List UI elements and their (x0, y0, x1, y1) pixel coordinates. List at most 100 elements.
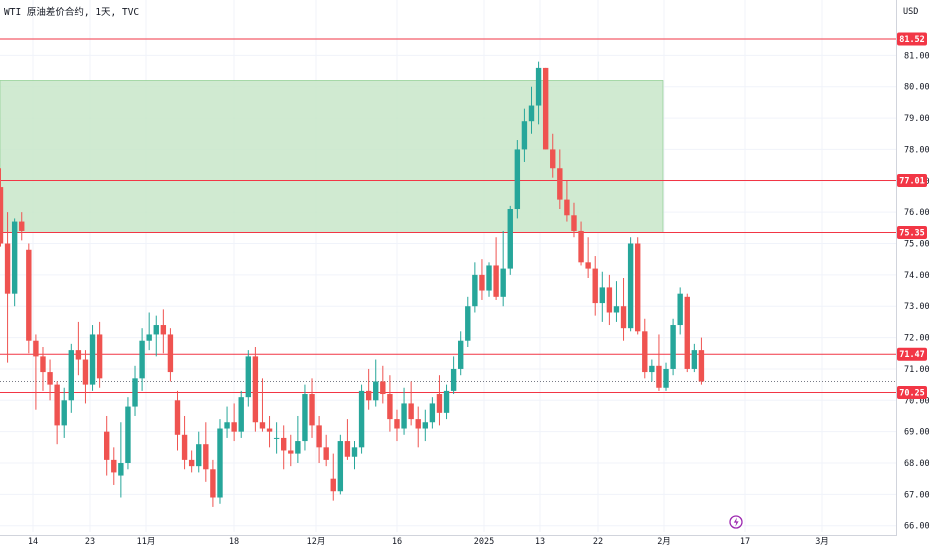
candle-body (288, 450, 294, 454)
candle-body (40, 356, 46, 373)
time-tick-label: 2025 (474, 537, 494, 547)
price-tick-label: 69.00 (904, 428, 930, 438)
candle-body (443, 390, 450, 413)
candle-body (649, 365, 655, 373)
time-tick-label: 14 (28, 537, 38, 547)
currency-label: USD (903, 7, 918, 17)
candle-body (656, 365, 662, 388)
candle-body (486, 265, 492, 291)
price-tick-label: 78.00 (904, 145, 930, 155)
candle-body (47, 372, 53, 385)
candle-body (535, 67, 542, 106)
candle-body (500, 268, 506, 297)
candle-body (578, 230, 584, 263)
price-axis[interactable]: 66.00 67.00 68.00 69.00 70.00 71.00 72.00 73.00… (896, 0, 932, 550)
candle-body (118, 463, 124, 476)
candle-body (196, 444, 202, 467)
candle-body (691, 350, 698, 369)
candle-body (450, 368, 457, 391)
price-level-label: 81.52 (899, 35, 925, 45)
candle-body (11, 221, 18, 294)
candle-body (302, 394, 308, 442)
candle-body (82, 359, 89, 385)
candle-body (238, 397, 244, 432)
demand-zone (0, 80, 664, 233)
lightning-icon[interactable] (729, 515, 743, 529)
candle-body (75, 350, 82, 360)
candle-body (422, 422, 428, 429)
time-axis[interactable]: 142311月1812月16202513222月10173月 (0, 535, 896, 548)
candle-body (259, 422, 266, 429)
candle-body (677, 293, 683, 326)
candle-body (408, 403, 414, 420)
candle-body (139, 340, 145, 379)
candle-body (550, 149, 556, 169)
candle-body (316, 425, 322, 448)
candle-body (429, 403, 436, 423)
price-tick-label: 74.00 (904, 271, 930, 281)
candle-body (132, 378, 138, 407)
candle-body (4, 243, 11, 294)
candle-body (479, 274, 485, 291)
price-tick-label: 80.00 (904, 83, 930, 93)
price-level-label: 71.47 (899, 350, 925, 360)
candle-body (358, 390, 365, 448)
chart-grid (0, 0, 896, 532)
time-tick-label: 2月 (657, 537, 671, 547)
candle-body (231, 422, 237, 432)
candle-body (620, 306, 627, 329)
candle-body (344, 441, 351, 457)
candle-body (337, 441, 344, 492)
time-tick-label: 17 (740, 537, 750, 547)
candle-body (351, 447, 358, 457)
candle-body (592, 268, 598, 304)
candle-body (203, 444, 209, 470)
price-tick-label: 72.00 (904, 334, 930, 344)
price-tick-label: 76.00 (904, 208, 930, 218)
price-tick-label: 67.00 (904, 490, 930, 500)
candle-body (585, 262, 591, 269)
time-tick-label: 23 (85, 537, 95, 547)
candle-body (521, 121, 528, 150)
candle-body (493, 265, 499, 297)
candle-body (373, 381, 379, 401)
candle-body (606, 287, 613, 313)
candle-body (245, 356, 251, 398)
candle-body (436, 394, 443, 413)
price-level-badge (897, 226, 927, 240)
candle-body (528, 105, 535, 122)
candle-body (514, 149, 521, 210)
price-level-label: 75.35 (899, 229, 925, 239)
price-axis-bg (896, 0, 932, 550)
price-level-label: 77.01 (899, 176, 925, 186)
candle-body (309, 394, 315, 426)
candle-body (507, 209, 513, 269)
candle-body (125, 406, 131, 464)
price-tick-label: 79.00 (904, 114, 930, 124)
chart-title: WTI 原油差价合约, 1天, TVC (4, 6, 139, 18)
price-tick-label: 73.00 (904, 302, 930, 312)
candle-body (472, 274, 478, 307)
candle-body (153, 325, 159, 335)
candle-body (542, 67, 549, 150)
candle-body (670, 325, 676, 369)
candle-body (557, 168, 563, 200)
candle-body (380, 381, 386, 395)
candle-body (273, 437, 280, 439)
candle-body (458, 340, 464, 369)
candle-body (266, 428, 273, 432)
candle-body (188, 459, 195, 467)
candle-body (281, 437, 287, 451)
candle-body (295, 441, 301, 454)
candle-body (181, 434, 188, 460)
price-level-badge (897, 385, 927, 399)
candle-body (401, 403, 407, 429)
candle-body (330, 478, 336, 492)
candle-body (89, 334, 96, 385)
candle-body (111, 459, 117, 473)
price-level-badge (897, 347, 927, 361)
time-tick-label: 12月 (307, 537, 326, 547)
candle-body (387, 394, 393, 420)
candle-body (252, 356, 259, 423)
